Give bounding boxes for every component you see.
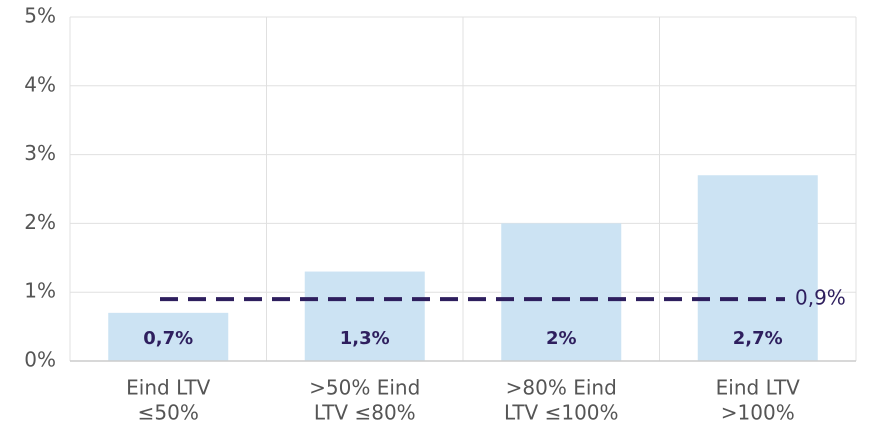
y-tick-label: 4%	[24, 72, 56, 96]
bar-value-label: 1,3%	[340, 328, 390, 349]
x-tick-label: >50% Eind	[309, 376, 420, 400]
x-tick-label: Eind LTV	[126, 376, 211, 400]
bar	[501, 223, 622, 361]
bar-value-label: 2%	[546, 328, 577, 349]
y-tick-label: 5%	[24, 4, 56, 28]
x-tick-label: Eind LTV	[716, 376, 801, 400]
y-tick-label: 2%	[24, 210, 56, 234]
x-tick-label: >80% Eind	[506, 376, 617, 400]
y-tick-label: 0%	[24, 348, 56, 372]
x-tick-label: LTV ≤100%	[504, 401, 619, 425]
bar-value-label: 0,7%	[143, 328, 193, 349]
bar	[697, 175, 818, 361]
x-tick-label: ≤50%	[138, 401, 199, 425]
x-tick-label: LTV ≤80%	[314, 401, 416, 425]
bar	[108, 312, 229, 361]
y-tick-label: 1%	[24, 279, 56, 303]
bar-value-label: 2,7%	[733, 328, 783, 349]
y-tick-label: 3%	[24, 141, 56, 165]
bar	[304, 271, 425, 361]
x-tick-label: >100%	[721, 401, 795, 425]
reference-line-label: 0,9%	[795, 286, 846, 310]
